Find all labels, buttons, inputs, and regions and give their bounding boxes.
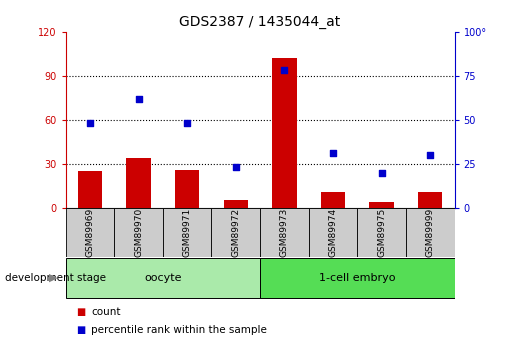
Title: GDS2387 / 1435044_at: GDS2387 / 1435044_at xyxy=(179,15,341,29)
Bar xyxy=(260,258,454,298)
Point xyxy=(280,68,288,73)
Text: GSM89974: GSM89974 xyxy=(328,208,337,257)
Bar xyxy=(224,200,248,208)
Bar xyxy=(418,191,442,208)
Point xyxy=(329,150,337,156)
Text: ▶: ▶ xyxy=(49,273,57,283)
Bar xyxy=(272,58,296,208)
Text: 1-cell embryo: 1-cell embryo xyxy=(319,273,395,283)
Point xyxy=(86,120,94,126)
Text: GSM89973: GSM89973 xyxy=(280,208,289,257)
Text: development stage: development stage xyxy=(5,273,106,283)
Bar xyxy=(175,169,199,208)
Point xyxy=(378,170,386,175)
Bar xyxy=(66,258,260,298)
Text: oocyte: oocyte xyxy=(144,273,182,283)
Bar xyxy=(260,208,309,257)
Bar xyxy=(406,208,454,257)
Text: ■: ■ xyxy=(76,325,85,335)
Point xyxy=(426,152,434,158)
Text: GSM89971: GSM89971 xyxy=(183,208,192,257)
Point xyxy=(183,120,191,126)
Bar xyxy=(78,171,102,208)
Text: percentile rank within the sample: percentile rank within the sample xyxy=(91,325,267,335)
Bar xyxy=(126,158,150,208)
Bar xyxy=(370,202,394,208)
Bar xyxy=(114,208,163,257)
Point xyxy=(134,96,142,101)
Bar xyxy=(321,191,345,208)
Text: count: count xyxy=(91,307,120,317)
Text: GSM89970: GSM89970 xyxy=(134,208,143,257)
Text: GSM89999: GSM89999 xyxy=(426,208,435,257)
Bar xyxy=(66,208,114,257)
Bar xyxy=(309,208,357,257)
Text: GSM89969: GSM89969 xyxy=(85,208,94,257)
Text: ■: ■ xyxy=(76,307,85,317)
Bar xyxy=(358,208,406,257)
Text: GSM89972: GSM89972 xyxy=(231,208,240,257)
Point xyxy=(232,165,240,170)
Bar xyxy=(212,208,260,257)
Bar xyxy=(163,208,212,257)
Text: GSM89975: GSM89975 xyxy=(377,208,386,257)
